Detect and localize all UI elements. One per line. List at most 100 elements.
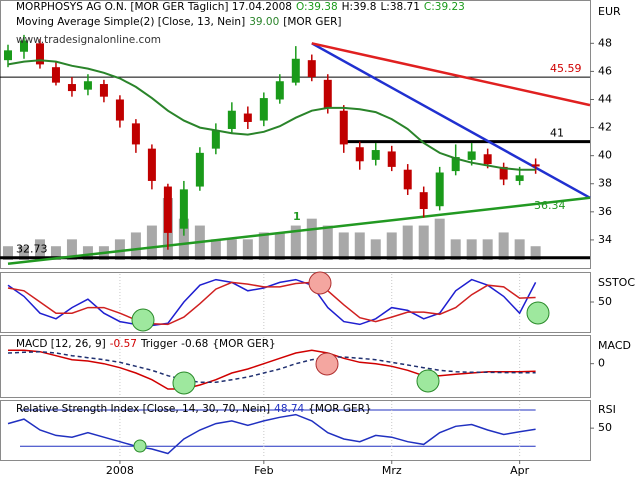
candle-body — [19, 40, 28, 52]
candle-body — [147, 148, 156, 181]
volume-bar — [306, 218, 317, 260]
close-label: C: — [423, 1, 435, 13]
volume-bar — [82, 246, 93, 260]
candle-body — [435, 172, 444, 207]
watermark: www.tradesignalonline.com — [16, 34, 161, 46]
header: MORPHOSYS AG O.N. [MOR GER Täglich] 17.0… — [16, 1, 469, 14]
legend-text: Moving Average Simple(2) [Close, 13, Nei… — [16, 16, 246, 28]
candle-body — [307, 60, 316, 78]
panel-frame — [0, 0, 591, 269]
y-axis-label: SSTOC — [598, 276, 635, 289]
y-tick-label: 46 — [598, 64, 612, 77]
volume-bar — [178, 218, 189, 260]
signal-markers — [131, 271, 550, 453]
rsi-legend: Relative Strength Index [Close, 14, 30, … — [16, 403, 376, 416]
legend-text: MACD [12, 26, 9] — [16, 338, 106, 350]
close-value: 39.23 — [434, 1, 465, 13]
open-label: O: — [295, 1, 308, 13]
series-line — [8, 349, 536, 390]
signal-circle — [416, 369, 440, 393]
candle-body — [403, 169, 412, 190]
panel-frame — [0, 400, 591, 461]
high-value: 39.8 — [353, 1, 377, 13]
line-label: 36.34 — [534, 199, 566, 212]
volume-bar — [146, 225, 157, 260]
volume-bar — [322, 225, 333, 260]
trend-line — [7, 196, 591, 266]
volume-bar — [2, 246, 13, 260]
candle-body — [451, 157, 460, 172]
x-tick-label: Apr — [510, 464, 530, 477]
y-axis-label: MACD — [598, 339, 631, 352]
candle-body — [51, 67, 60, 83]
signal-circle — [133, 439, 147, 453]
volume-bar — [450, 239, 461, 260]
volume-bar — [290, 225, 301, 260]
volume-bar — [50, 246, 61, 260]
y-tick-label: 40 — [598, 149, 612, 162]
volume-bar — [114, 239, 125, 260]
line-label: 41 — [550, 127, 564, 140]
candle-body — [355, 147, 364, 162]
volume-bar — [338, 232, 349, 260]
candle-body — [67, 84, 76, 92]
candle-body — [419, 192, 428, 210]
series-line — [7, 350, 536, 384]
legend-trigger: Trigger — [140, 338, 178, 350]
y-tick-label: 50 — [598, 421, 612, 434]
y-tick-label: 36 — [598, 205, 612, 218]
volume-bar — [34, 239, 45, 260]
candle-body — [83, 81, 92, 90]
volume-bar — [530, 246, 541, 260]
series-line — [7, 413, 536, 455]
candle-body — [3, 50, 12, 61]
high-label: H: — [341, 1, 354, 13]
volume-bar — [370, 239, 381, 260]
volume-bar — [514, 239, 525, 260]
volume-bar — [466, 239, 477, 260]
volume-bar — [66, 239, 77, 260]
volume-bar — [226, 239, 237, 260]
series-line — [7, 59, 536, 171]
y-tick-label: 44 — [598, 92, 612, 105]
legend-value: 48.74 — [274, 403, 305, 415]
y-axis-label: EUR — [598, 5, 621, 18]
series-line — [7, 281, 536, 326]
candle-body — [35, 43, 44, 65]
signal-circle — [315, 352, 339, 376]
candle-body — [291, 58, 300, 83]
line-label: 32.73 — [16, 243, 48, 256]
candle-body — [115, 99, 124, 121]
y-tick-label: 48 — [598, 36, 612, 49]
legend-text: Relative Strength Index [Close, 14, 30, … — [16, 403, 271, 415]
volume-bar — [18, 246, 29, 260]
volume-bar — [402, 225, 413, 260]
candle-body — [211, 130, 220, 149]
x-tick-label: 2008 — [106, 464, 134, 477]
y-tick-label: 50 — [598, 295, 612, 308]
y-tick-label: 34 — [598, 233, 612, 246]
legend-tag: {MOR GER} — [212, 338, 276, 350]
candle-body — [195, 152, 204, 187]
candle-body — [371, 150, 380, 160]
x-tick-label: Mrz — [382, 464, 402, 477]
signal-circle — [308, 271, 332, 295]
volume-bar — [274, 232, 285, 260]
series-line — [7, 278, 537, 327]
candle-body — [243, 113, 252, 122]
panel-frame — [0, 335, 591, 398]
macd-legend: MACD [12, 26, 9] -0.57 Trigger -0.68 {MOR GE… — [16, 338, 280, 351]
volume-bar — [498, 232, 509, 260]
trend-line — [311, 42, 591, 199]
candle-body — [531, 164, 540, 167]
candle-body — [387, 151, 396, 167]
volume-bar — [242, 239, 253, 260]
candle-body — [483, 154, 492, 165]
volume-bar — [482, 239, 493, 260]
legend-value: -0.68 — [181, 338, 209, 350]
sma-legend: Moving Average Simple(2) [Close, 13, Nei… — [16, 16, 345, 29]
candle-body — [275, 81, 284, 100]
x-tick-label: Feb — [254, 464, 273, 477]
wave-marker: 1 — [293, 210, 301, 223]
